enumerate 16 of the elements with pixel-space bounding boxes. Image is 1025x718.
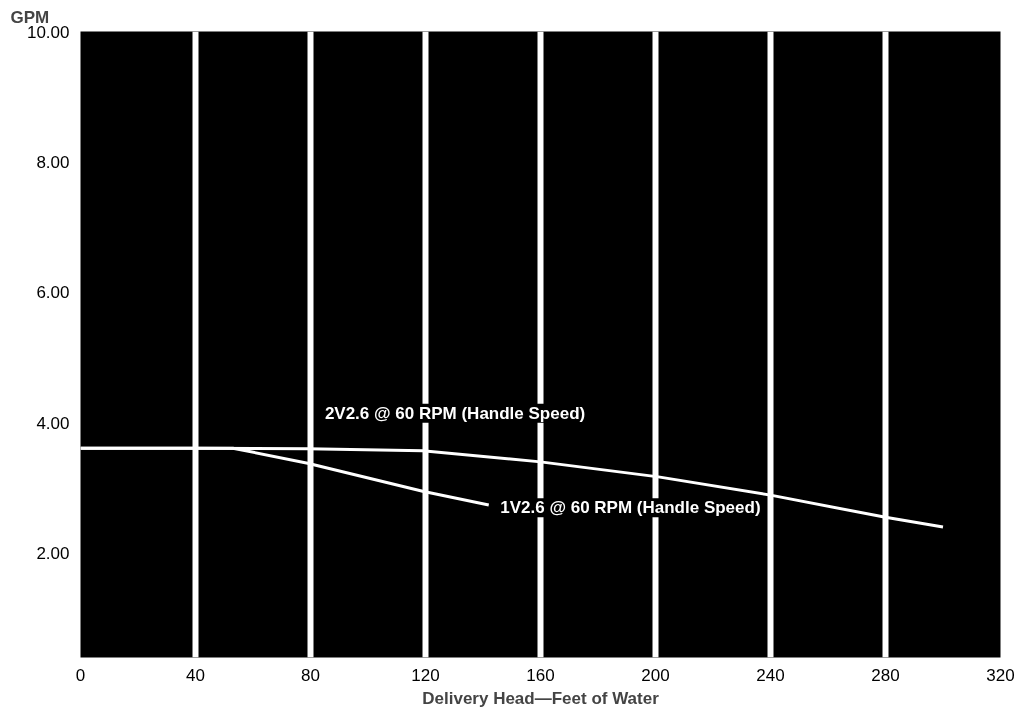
x-tick-label: 240 [756, 665, 785, 685]
x-tick-label: 120 [411, 665, 440, 685]
y-tick-label: 8.00 [36, 152, 70, 172]
x-tick-label: 40 [186, 665, 205, 685]
y-tick-label: 6.00 [36, 283, 70, 303]
x-tick-label: 280 [871, 665, 900, 685]
x-tick-label: 0 [75, 665, 86, 685]
y-tick-label: 2.00 [36, 544, 70, 564]
x-axis-title: Delivery Head—Feet of Water [422, 688, 660, 708]
x-tick-label: 80 [301, 665, 320, 685]
x-tick-label: 320 [986, 665, 1015, 685]
series-label: 1V2.6 @ 60 RPM (Handle Speed) [500, 498, 761, 518]
x-tick-label: 160 [526, 665, 555, 685]
y-tick-label: 4.00 [36, 413, 70, 433]
x-tick-label: 200 [641, 665, 670, 685]
series-label: 2V2.6 @ 60 RPM (Handle Speed) [324, 403, 586, 423]
